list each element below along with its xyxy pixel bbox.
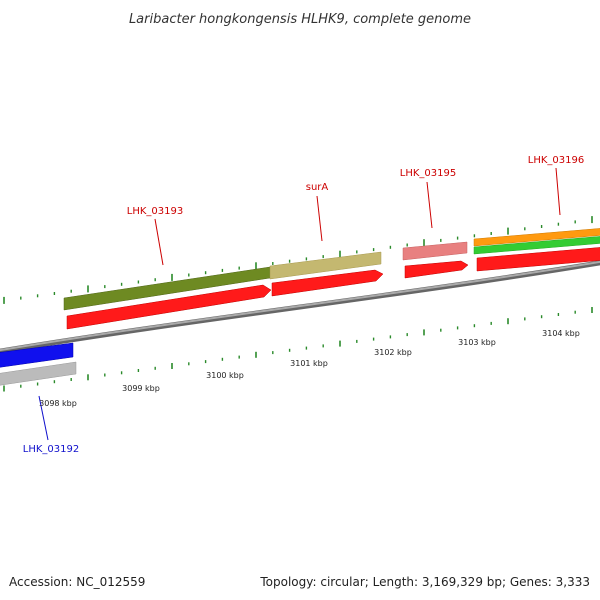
- gene-label-lhk-03196[interactable]: LHK_03196: [528, 155, 584, 166]
- accession-text: Accession: NC_012559: [9, 575, 145, 589]
- cds-lhk-03196[interactable]: [476, 247, 600, 272]
- genome-stats-text: Topology: circular; Length: 3,169,329 bp…: [259, 575, 590, 589]
- gene-label-sura[interactable]: surA: [306, 182, 329, 193]
- tick-label-3100: 3100 kbp: [206, 371, 244, 380]
- feature-sura[interactable]: [269, 251, 382, 280]
- tick-label-3102: 3102 kbp: [374, 348, 412, 357]
- label-leaders: [38, 167, 561, 441]
- feature-lhk-03195[interactable]: [402, 241, 468, 261]
- cds-reverse-ring: [0, 342, 77, 386]
- gene-label-lhk-03193[interactable]: LHK_03193: [127, 206, 183, 217]
- cds-lhk-03192[interactable]: [0, 342, 74, 368]
- feature-ring: [63, 228, 600, 311]
- gene-label-lhk-03195[interactable]: LHK_03195: [400, 168, 456, 179]
- gene-labels: LHK_03193 surA LHK_03195 LHK_03196 LHK_0…: [23, 155, 584, 455]
- feature-lhk-03196-orange[interactable]: [473, 228, 600, 247]
- tick-ring-inner: [3, 307, 593, 392]
- gene-label-lhk-03192[interactable]: LHK_03192: [23, 444, 79, 455]
- tick-label-3098: 3098 kbp: [39, 399, 77, 408]
- cds-forward-ring: [66, 247, 600, 330]
- feature-lhk-03196-green[interactable]: [473, 236, 600, 255]
- cds-lhk-03193[interactable]: [66, 284, 272, 330]
- backbone: [0, 260, 600, 354]
- cds-sura[interactable]: [271, 269, 384, 297]
- tick-label-3103: 3103 kbp: [458, 338, 496, 347]
- tick-label-3104: 3104 kbp: [542, 329, 580, 338]
- tick-label-3099: 3099 kbp: [122, 384, 160, 393]
- cds-lhk-03195[interactable]: [404, 260, 469, 279]
- tick-labels: 3098 kbp 3099 kbp 3100 kbp 3101 kbp 3102…: [39, 329, 580, 408]
- map-title: Laribacter hongkongensis HLHK9, complete…: [129, 12, 471, 27]
- tick-ring-outer: [3, 216, 593, 304]
- feature-lhk-03192-grey[interactable]: [0, 361, 77, 386]
- tick-label-3101: 3101 kbp: [290, 359, 328, 368]
